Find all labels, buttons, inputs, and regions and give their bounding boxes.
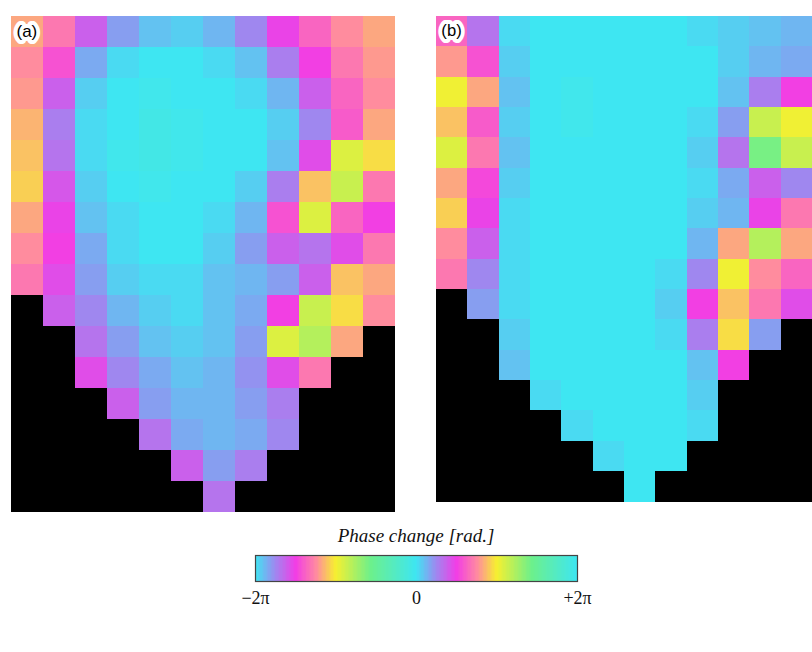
html-text:Phase change [rad.]: Phase change [rad.] — [337, 525, 495, 546]
svg-text:−2π: −2π — [241, 588, 269, 608]
svg-text:(b): (b) — [441, 21, 461, 40]
svg-text:0: 0 — [412, 588, 421, 608]
svg-text:+2π: +2π — [563, 588, 591, 608]
svg-text:(a): (a) — [17, 22, 38, 41]
